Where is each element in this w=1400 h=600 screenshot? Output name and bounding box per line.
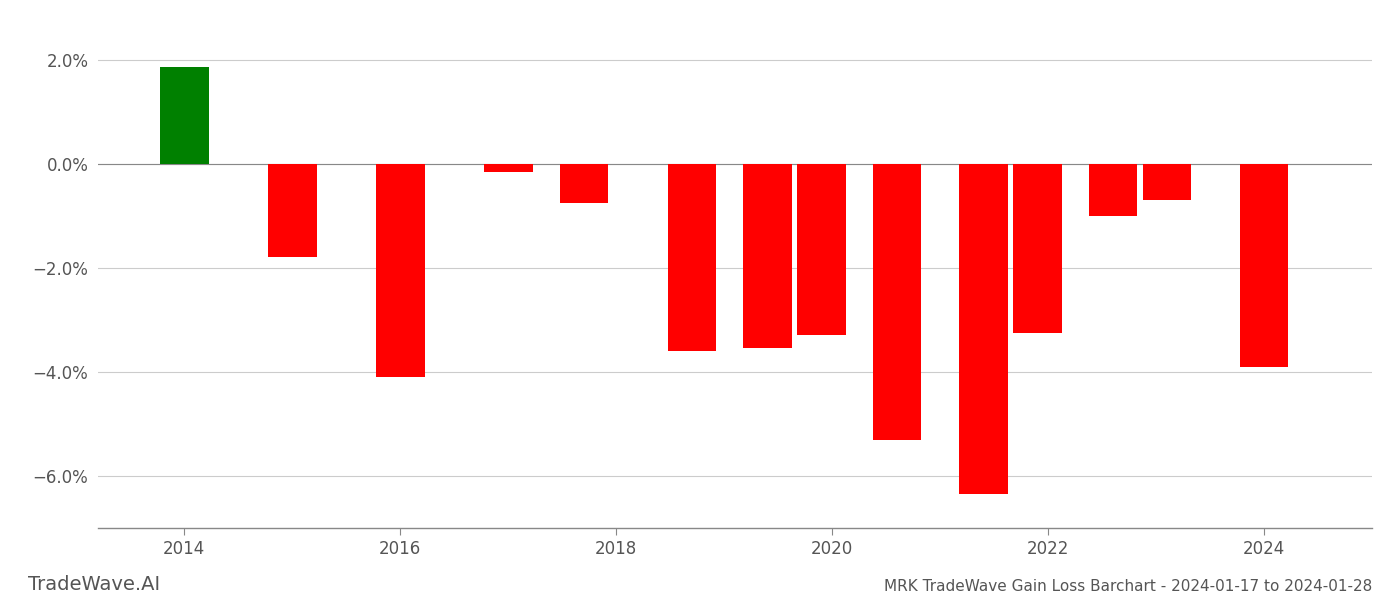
Bar xyxy=(160,67,209,164)
Bar xyxy=(1142,164,1191,200)
Bar xyxy=(377,164,424,377)
Bar xyxy=(959,164,1008,494)
Bar xyxy=(743,164,791,349)
Text: TradeWave.AI: TradeWave.AI xyxy=(28,575,160,594)
Bar xyxy=(1014,164,1061,333)
Bar xyxy=(1240,164,1288,367)
Bar xyxy=(484,164,532,172)
Bar xyxy=(1089,164,1137,216)
Bar xyxy=(267,164,316,257)
Bar xyxy=(668,164,717,351)
Text: MRK TradeWave Gain Loss Barchart - 2024-01-17 to 2024-01-28: MRK TradeWave Gain Loss Barchart - 2024-… xyxy=(883,579,1372,594)
Bar xyxy=(797,164,846,335)
Bar xyxy=(872,164,921,440)
Bar xyxy=(560,164,608,203)
